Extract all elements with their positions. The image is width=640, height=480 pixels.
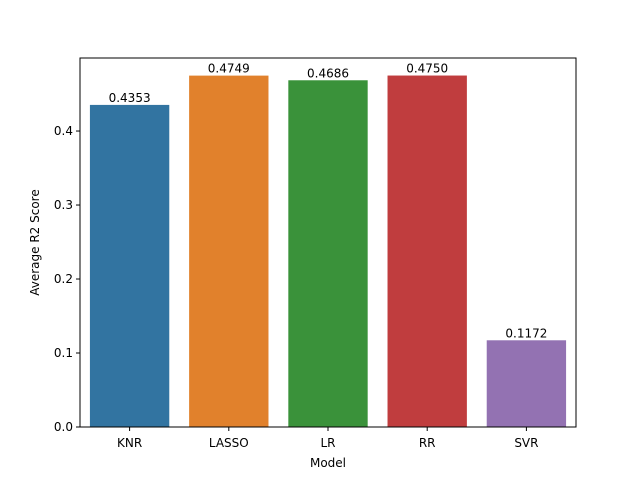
x-axis-label: Model <box>310 456 346 470</box>
bar-rr <box>387 75 467 427</box>
x-axis: KNR LASSO LR RR SVR <box>117 427 538 450</box>
y-tick-label: 0.1 <box>54 346 73 360</box>
data-label-lr: 0.4686 <box>307 66 349 80</box>
y-tick-label: 0.2 <box>54 272 73 286</box>
x-tick-label-knr: KNR <box>117 436 142 450</box>
x-tick-label-lr: LR <box>320 436 335 450</box>
y-tick-label: 0.4 <box>54 124 73 138</box>
x-tick-label-lasso: LASSO <box>209 436 249 450</box>
data-label-rr: 0.4750 <box>406 62 448 76</box>
data-label-svr: 0.1172 <box>505 326 547 340</box>
y-axis: 0.0 0.1 0.2 0.3 0.4 <box>54 124 80 434</box>
y-tick-label: 0.0 <box>54 420 73 434</box>
data-label-knr: 0.4353 <box>109 91 151 105</box>
data-labels-layer: 0.4353 0.4749 0.4686 0.4750 0.1172 <box>109 62 548 341</box>
x-tick-label-rr: RR <box>419 436 436 450</box>
bars-layer <box>89 75 567 428</box>
bar-lasso <box>189 75 269 428</box>
y-tick-label: 0.3 <box>54 198 73 212</box>
y-axis-label: Average R2 Score <box>28 189 42 296</box>
x-tick-label-svr: SVR <box>514 436 538 450</box>
bar-knr <box>89 104 170 428</box>
bar-svr <box>486 340 567 427</box>
data-label-lasso: 0.4749 <box>208 62 250 76</box>
bar-lr <box>288 80 368 428</box>
